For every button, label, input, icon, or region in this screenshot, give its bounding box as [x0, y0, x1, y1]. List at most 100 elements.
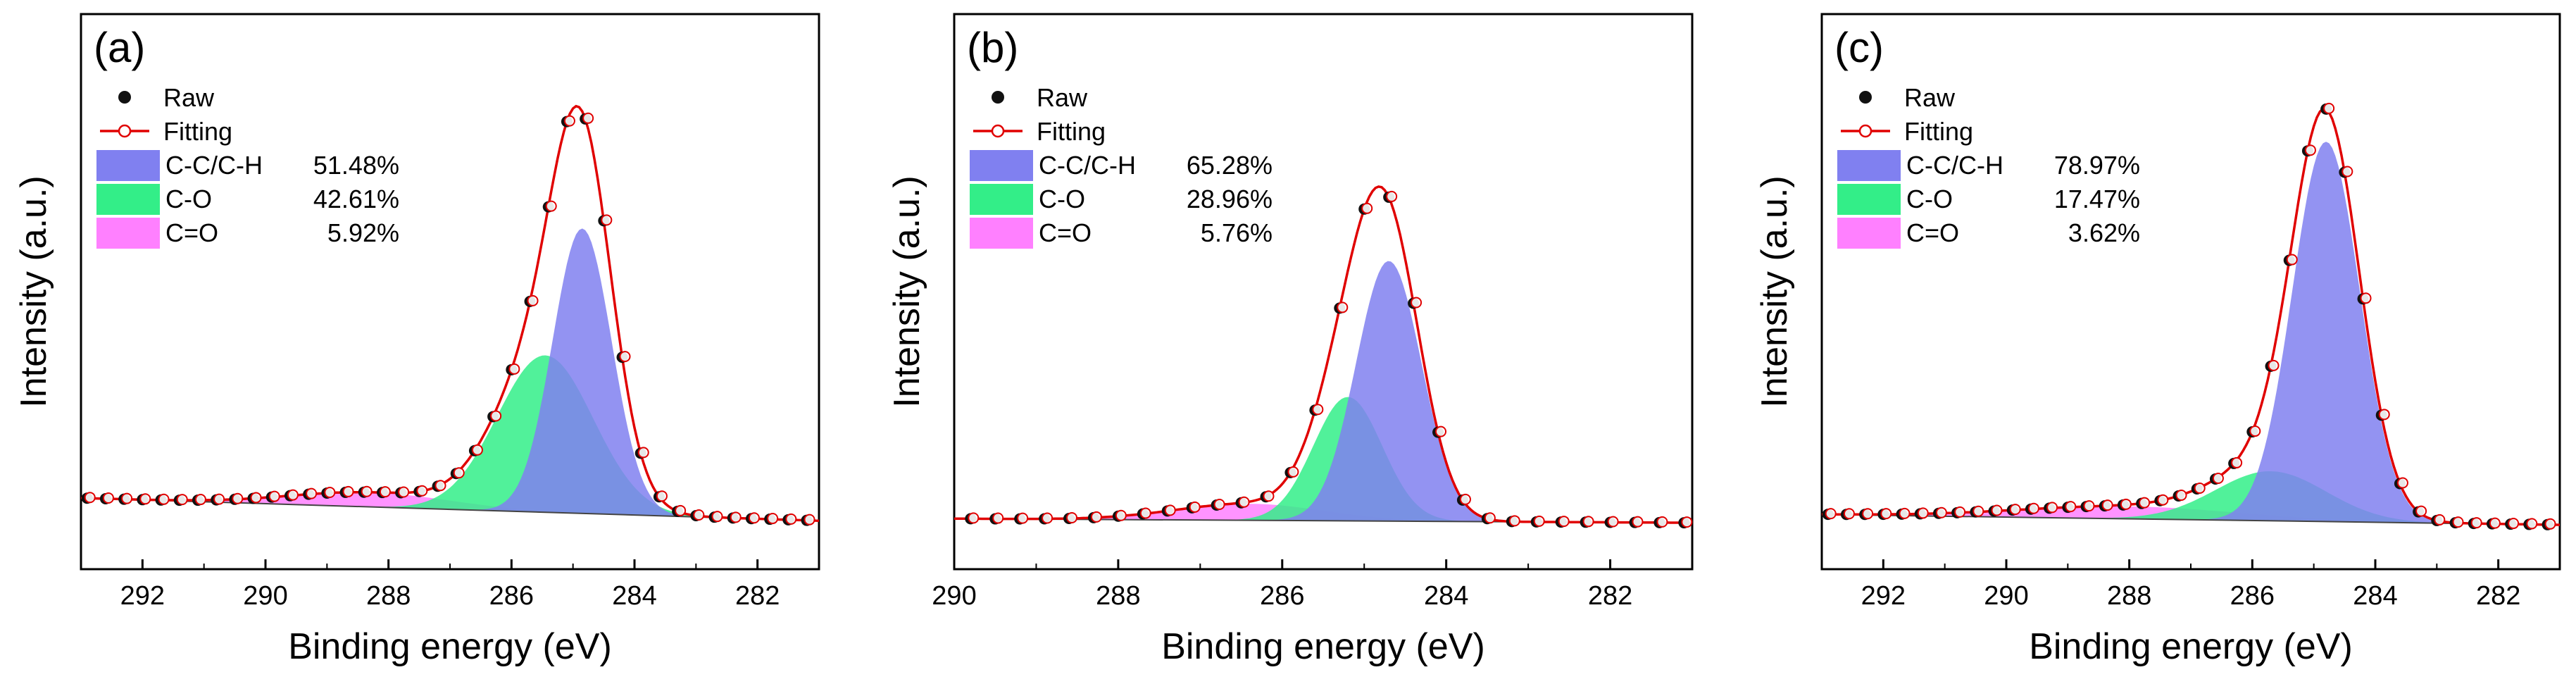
legend-swatch-co — [1837, 218, 1901, 249]
fitting-marker — [675, 504, 687, 516]
fitting-marker — [2212, 473, 2224, 485]
fitting-marker — [342, 485, 354, 497]
fitting-marker — [1287, 466, 1299, 478]
fitting-marker — [2526, 518, 2538, 530]
fitting-marker — [1017, 512, 1029, 524]
fitting-marker — [434, 480, 446, 492]
fitting-marker — [1899, 507, 1911, 519]
fitting-marker — [2139, 497, 2151, 509]
fitting-marker — [176, 494, 188, 506]
fitting-marker — [2378, 409, 2390, 421]
fitting-marker — [2508, 518, 2520, 530]
fitting-marker — [637, 447, 649, 459]
fitting-marker — [2396, 477, 2408, 489]
fitting-marker — [1115, 509, 1127, 521]
fitting-marker — [139, 493, 151, 505]
fitting-marker — [730, 511, 742, 523]
x-axis-label: Binding energy (eV) — [2029, 626, 2353, 667]
legend-label-component: C-C/C-H — [1039, 151, 1136, 180]
legend-swatch-co — [970, 184, 1033, 215]
fitting-marker — [2323, 102, 2335, 114]
component-area-ccch — [81, 228, 819, 521]
legend-label-fitting: Fitting — [1037, 117, 1106, 146]
fitting-marker — [1435, 425, 1447, 437]
fitting-marker — [968, 512, 980, 524]
fitting-marker — [2489, 517, 2501, 529]
fitting-marker — [1238, 496, 1250, 508]
fitting-marker — [1164, 504, 1176, 516]
fitting-marker — [711, 511, 723, 523]
legend-label-component: C=O — [1039, 218, 1092, 247]
fitting-marker — [1917, 507, 1929, 519]
fitting-marker — [213, 493, 225, 505]
x-tick-label: 284 — [612, 581, 656, 611]
legend-label-component: C-O — [1039, 185, 1085, 213]
legend-percentage: 65.28% — [1187, 151, 1273, 180]
x-tick-label: 282 — [1588, 581, 1632, 611]
legend-percentage: 5.76% — [1201, 218, 1273, 247]
fitting-marker — [306, 487, 318, 499]
fitting-marker — [1632, 516, 1644, 528]
x-tick-label: 292 — [1861, 581, 1906, 611]
x-tick-label: 286 — [489, 581, 534, 611]
panel-label: (a) — [94, 24, 145, 71]
fitting-marker — [785, 513, 797, 525]
fitting-marker — [268, 490, 280, 502]
fitting-marker — [158, 493, 170, 505]
fitting-marker — [2009, 504, 2021, 516]
fitting-marker — [527, 294, 539, 306]
fitting-marker — [2065, 501, 2077, 513]
fitting-marker — [748, 512, 760, 524]
y-axis-label: Intensity (a.u.) — [887, 175, 927, 407]
x-tick-label: 288 — [366, 581, 411, 611]
x-tick-label: 286 — [2230, 581, 2275, 611]
legend-fitting-marker — [1858, 124, 1872, 138]
fitting-marker — [379, 486, 391, 498]
fitting-marker — [767, 513, 779, 525]
fitting-marker — [2360, 292, 2372, 304]
axes-frame — [953, 13, 1694, 571]
fitting-marker — [121, 492, 133, 504]
legend-swatch-ccch — [1837, 150, 1901, 181]
fitting-marker — [2046, 502, 2058, 514]
component-area-co — [954, 397, 1692, 523]
fitting-marker — [2101, 499, 2113, 511]
fitting-marker — [84, 492, 96, 504]
fitting-marker — [508, 363, 520, 375]
fitting-marker — [2415, 505, 2427, 517]
fitting-marker — [2286, 254, 2298, 266]
x-tick-label: 290 — [932, 581, 976, 611]
x-tick-label: 288 — [2107, 581, 2151, 611]
fitting-marker — [471, 444, 483, 456]
legend-raw-marker — [118, 91, 131, 104]
fitting-marker — [194, 494, 206, 506]
fitting-marker — [1263, 490, 1275, 502]
fitting-marker — [2544, 518, 2556, 530]
fitting-marker — [102, 492, 114, 504]
legend-label-component: C-C/C-H — [1906, 151, 2003, 180]
fitting-marker — [1972, 505, 1984, 517]
legend-label-component: C-C/C-H — [165, 151, 263, 180]
fitting-marker — [2027, 502, 2039, 514]
legend-swatch-co — [1837, 184, 1901, 215]
fitting-marker — [582, 112, 594, 124]
legend-fitting-marker — [118, 124, 132, 138]
fitting-marker — [1361, 202, 1373, 214]
legend-label-fitting: Fitting — [163, 117, 232, 146]
fitting-marker — [1337, 301, 1349, 313]
fitting-marker — [1213, 498, 1225, 510]
fitting-marker — [1582, 516, 1594, 528]
component-area-co — [1822, 471, 2560, 526]
fitting-marker — [1825, 508, 1837, 520]
fitting-marker — [490, 410, 502, 422]
panel-c: 292 290 288 286 284 282 Binding energy (eV) Int… — [1754, 13, 2561, 667]
fitting-marker — [287, 489, 299, 501]
panel-b: 290 288 286 284 282 Binding energy (eV) Intens… — [887, 13, 1694, 667]
legend-label-component: C=O — [1906, 218, 1959, 247]
fitting-marker — [1459, 493, 1471, 505]
legend-percentage: 78.97% — [2054, 151, 2140, 180]
fitting-marker — [1862, 508, 1874, 520]
fitting-marker — [563, 115, 575, 127]
fitting-marker — [2231, 456, 2243, 468]
